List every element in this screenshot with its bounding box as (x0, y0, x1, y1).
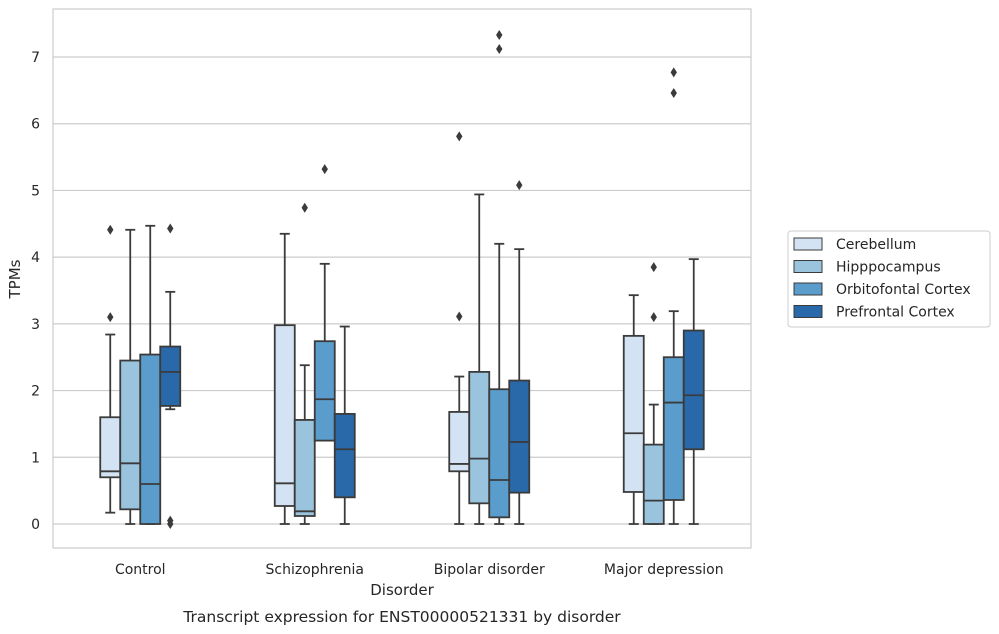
outlier-point (516, 180, 523, 191)
outlier-point (107, 312, 114, 323)
box-body (642, 443, 665, 525)
box-body (273, 324, 296, 507)
box-cerebellum-bipolar-disorder (448, 131, 471, 525)
box-prefrontal-cortex-bipolar-disorder (508, 180, 531, 525)
y-tick-label: 0 (31, 517, 40, 533)
box-body (662, 356, 685, 501)
legend-label: Orbitofontal Cortex (836, 282, 971, 298)
boxes (99, 29, 705, 529)
box-orbitofontal-cortex-control (139, 224, 162, 525)
y-tick-label: 6 (31, 117, 40, 133)
outlier-point (650, 262, 657, 273)
legend-swatch (793, 305, 823, 318)
plot-area-frame (52, 8, 752, 549)
box-body (99, 416, 122, 479)
box-prefrontal-cortex-control (159, 223, 182, 529)
outlier-point (670, 67, 677, 78)
x-axis-ticks: Control Schizophrenia Bipolar disorder Majo… (115, 562, 724, 578)
outlier-point (670, 88, 677, 99)
box-body (313, 340, 336, 442)
x-tick-label: Schizophrenia (266, 562, 364, 578)
x-tick-label: Major depression (604, 562, 724, 578)
box-cerebellum-major-depression (622, 294, 645, 525)
chart-caption: Transcript expression for ENST0000052133… (182, 608, 621, 626)
box-prefrontal-cortex-schizophrenia (333, 325, 356, 525)
outlier-point (167, 515, 174, 526)
legend-label: Cerebellum (836, 237, 916, 253)
legend-swatch (793, 260, 823, 273)
box-body (448, 411, 471, 473)
box-body (139, 353, 162, 525)
y-tick-label: 4 (31, 250, 40, 266)
box-orbitofontal-cortex-schizophrenia (313, 164, 336, 442)
y-axis-label: TPMs (6, 259, 24, 299)
box-body (508, 379, 531, 494)
box-body (159, 345, 182, 407)
box-body (468, 370, 491, 505)
box-body (682, 329, 705, 451)
box-cerebellum-control (99, 224, 122, 514)
box-body (488, 388, 511, 519)
legend: Cerebellum Hipppocampus Orbitofontal Corte… (787, 230, 991, 328)
box-body (622, 334, 645, 493)
y-tick-label: 7 (31, 50, 40, 66)
legend-frame (787, 230, 991, 328)
box-prefrontal-cortex-major-depression (682, 258, 705, 525)
box-hipppocampus-schizophrenia (293, 202, 316, 525)
x-tick-label: Bipolar disorder (434, 562, 545, 578)
legend-swatch (793, 282, 823, 296)
outlier-point (301, 202, 308, 213)
box-body (119, 359, 142, 511)
box-hipppocampus-control (119, 228, 142, 525)
y-tick-label: 3 (31, 317, 40, 333)
box-hipppocampus-bipolar-disorder (468, 193, 491, 525)
legend-label: Hipppocampus (836, 260, 941, 276)
x-tick-label: Control (115, 562, 166, 578)
box-orbitofontal-cortex-bipolar-disorder (488, 29, 511, 525)
y-axis-ticks: 0 1 2 3 4 5 6 7 (31, 50, 40, 533)
y-tick-label: 5 (31, 183, 40, 199)
outlier-point (456, 311, 463, 322)
outlier-point (107, 224, 114, 235)
outlier-point (496, 29, 503, 40)
outlier-point (496, 43, 503, 54)
outlier-point (167, 223, 174, 234)
box-body (333, 413, 356, 499)
legend-swatch (793, 237, 823, 251)
y-tick-label: 1 (31, 450, 40, 466)
box-hipppocampus-major-depression (642, 262, 665, 525)
box-body (293, 419, 316, 517)
outlier-point (456, 131, 463, 142)
outlier-point (321, 164, 328, 175)
box-cerebellum-schizophrenia (273, 232, 296, 525)
y-tick-label: 2 (31, 384, 40, 400)
x-axis-label: Disorder (370, 581, 434, 599)
legend-label: Prefrontal Cortex (836, 305, 955, 321)
outlier-point (650, 312, 657, 323)
box-orbitofontal-cortex-major-depression (662, 67, 685, 525)
